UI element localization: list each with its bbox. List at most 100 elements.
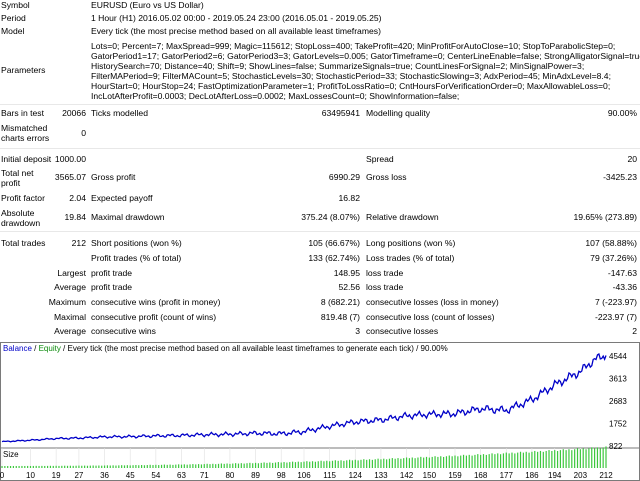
maximal-consecutive-profit-value: 819.48 (7) bbox=[320, 312, 360, 322]
bars-in-test-value: 20066 bbox=[62, 108, 86, 118]
mismatched-label-line1: Mismatched bbox=[1, 123, 48, 133]
modelling-quality-value: 90.00% bbox=[607, 108, 637, 118]
x-tick-label: 27 bbox=[74, 471, 83, 480]
long-positions-label: Long positions (won %) bbox=[366, 238, 456, 248]
average-label: Average bbox=[54, 282, 86, 292]
x-tick-label: 212 bbox=[599, 471, 613, 480]
x-tick-label: 80 bbox=[225, 471, 234, 480]
x-tick-label: 10 bbox=[26, 471, 35, 480]
average-loss-trade-label: loss trade bbox=[366, 282, 404, 292]
relative-drawdown-value: 19.65% (273.89) bbox=[573, 212, 637, 222]
parameter-line: HistorySearch=70; Distance=40; Shift=9; … bbox=[91, 61, 585, 71]
x-tick-label: 98 bbox=[277, 471, 286, 480]
mismatched-value: 0 bbox=[81, 128, 86, 138]
maximum-label: Maximum bbox=[48, 297, 86, 307]
initial-deposit-value: 1000.00 bbox=[54, 154, 86, 164]
x-tick-label: 177 bbox=[500, 471, 514, 480]
maximum-consecutive-losses-value: 7 (-223.97) bbox=[594, 297, 637, 307]
maximal-drawdown-value: 375.24 (8.07%) bbox=[301, 212, 360, 222]
parameter-line: GatorPeriod1=17; GatorPeriod2=6; GatorPe… bbox=[91, 51, 640, 61]
modelling-quality-label: Modelling quality bbox=[366, 108, 431, 118]
x-tick-label: 106 bbox=[297, 471, 311, 480]
average-profit-trade-value: 52.56 bbox=[338, 282, 360, 292]
balance-chart: Balance / Equity / Every tick (the most … bbox=[0, 342, 640, 481]
divider bbox=[0, 148, 640, 149]
x-tick-label: 124 bbox=[349, 471, 363, 480]
size-label: Size bbox=[3, 450, 19, 459]
average-consecutive-losses-value: 2 bbox=[632, 326, 637, 336]
largest-profit-trade-value: 148.95 bbox=[333, 268, 360, 278]
x-tick-label: 54 bbox=[151, 471, 160, 480]
x-tick-label: 133 bbox=[374, 471, 388, 480]
x-tick-label: 159 bbox=[448, 471, 462, 480]
x-tick-label: 142 bbox=[400, 471, 414, 480]
balance-line bbox=[1, 353, 607, 443]
profit-factor-value: 2.04 bbox=[69, 193, 86, 203]
x-tick-label: 115 bbox=[323, 471, 336, 480]
y-tick-label: 2683 bbox=[609, 397, 627, 406]
y-tick-label: 1752 bbox=[609, 420, 627, 429]
long-positions-value: 107 (58.88%) bbox=[585, 238, 637, 248]
gross-profit-label: Gross profit bbox=[91, 172, 136, 182]
average-consecutive-label: Average bbox=[54, 326, 86, 336]
x-tick-label: 186 bbox=[525, 471, 539, 480]
loss-trades-label: Loss trades (% of total) bbox=[366, 253, 455, 263]
absolute-drawdown-label-line1: Absolute bbox=[1, 208, 35, 218]
divider bbox=[0, 231, 640, 232]
symbol-label: Symbol bbox=[1, 0, 30, 10]
period-value: 1 Hour (H1) 2016.05.02 00:00 - 2019.05.2… bbox=[91, 13, 382, 23]
y-tick-label: 822 bbox=[609, 442, 623, 451]
chart-title-rest: / Every tick (the most precise method ba… bbox=[60, 344, 448, 353]
maximal-consecutive-loss-label: consecutive loss (count of losses) bbox=[366, 312, 495, 322]
parameter-line: FilterMAPeriod=9; FilterMACount=5; Stoch… bbox=[91, 71, 611, 81]
parameter-line: IncLotAfterProfit=0.0003; DecLotAfterLos… bbox=[91, 91, 460, 101]
bars-in-test-label: Bars in test bbox=[1, 108, 44, 118]
loss-trades-value: 79 (37.26%) bbox=[590, 253, 637, 263]
x-tick-label: 71 bbox=[200, 471, 209, 480]
x-tick-label: 45 bbox=[126, 471, 135, 480]
largest-profit-trade-label: profit trade bbox=[91, 268, 133, 278]
x-tick-label: 19 bbox=[52, 471, 61, 480]
maximum-consecutive-wins-value: 8 (682.21) bbox=[320, 297, 360, 307]
average-profit-trade-label: profit trade bbox=[91, 282, 133, 292]
largest-loss-trade-label: loss trade bbox=[366, 268, 404, 278]
x-tick-label: 194 bbox=[548, 471, 562, 480]
parameters-label: Parameters bbox=[1, 65, 46, 75]
x-tick-label: 150 bbox=[423, 471, 437, 480]
chart-plot: 4544 3613 2683 1752 822 0 10 19 27 36 45 54 63 71 80 89… bbox=[0, 352, 640, 480]
total-net-profit-value: 3565.07 bbox=[54, 172, 86, 182]
relative-drawdown-label: Relative drawdown bbox=[366, 212, 439, 222]
maximal-consecutive-profit-label: consecutive profit (count of wins) bbox=[91, 312, 217, 322]
chart-title-equity: Equity bbox=[38, 344, 61, 353]
maximum-consecutive-wins-label: consecutive wins (profit in money) bbox=[91, 297, 221, 307]
average-loss-trade-value: -43.36 bbox=[612, 282, 637, 292]
absolute-drawdown-label-line2: drawdown bbox=[1, 218, 41, 228]
average-consecutive-wins-label: consecutive wins bbox=[91, 326, 156, 336]
maximal-drawdown-label: Maximal drawdown bbox=[91, 212, 165, 222]
x-tick-label: 203 bbox=[574, 471, 588, 480]
gross-profit-value: 6990.29 bbox=[328, 172, 360, 182]
divider bbox=[0, 104, 640, 105]
profit-factor-label: Profit factor bbox=[1, 193, 45, 203]
maximal-consecutive-loss-value: -223.97 (7) bbox=[594, 312, 637, 322]
parameters-list: Lots=0; Percent=7; MaxSpread=999; Magic=… bbox=[91, 41, 640, 101]
maximum-consecutive-losses-label: consecutive losses (loss in money) bbox=[366, 297, 499, 307]
total-net-profit-label-line2: profit bbox=[1, 178, 21, 188]
symbol-value: EURUSD (Euro vs US Dollar) bbox=[91, 0, 204, 10]
period-label: Period bbox=[1, 13, 26, 23]
x-tick-label: 36 bbox=[100, 471, 109, 480]
ticks-modelled-value: 63495941 bbox=[321, 108, 360, 118]
parameter-line: Lots=0; Percent=7; MaxSpread=999; Magic=… bbox=[91, 41, 616, 51]
profit-trades-label: Profit trades (% of total) bbox=[91, 253, 182, 263]
x-tick-label: 168 bbox=[474, 471, 488, 480]
x-tick-label: 89 bbox=[251, 471, 260, 480]
expected-payoff-value: 16.82 bbox=[338, 193, 360, 203]
initial-deposit-label: Initial deposit bbox=[1, 154, 52, 164]
largest-loss-trade-value: -147.63 bbox=[607, 268, 637, 278]
largest-label: Largest bbox=[57, 268, 86, 278]
parameter-line: HourStart=0; HourStop=24; FastOptimizati… bbox=[91, 81, 611, 91]
y-tick-label: 4544 bbox=[609, 352, 627, 361]
absolute-drawdown-value: 19.84 bbox=[64, 212, 86, 222]
chart-title-separator: / bbox=[31, 344, 39, 353]
total-trades-value: 212 bbox=[71, 238, 86, 248]
